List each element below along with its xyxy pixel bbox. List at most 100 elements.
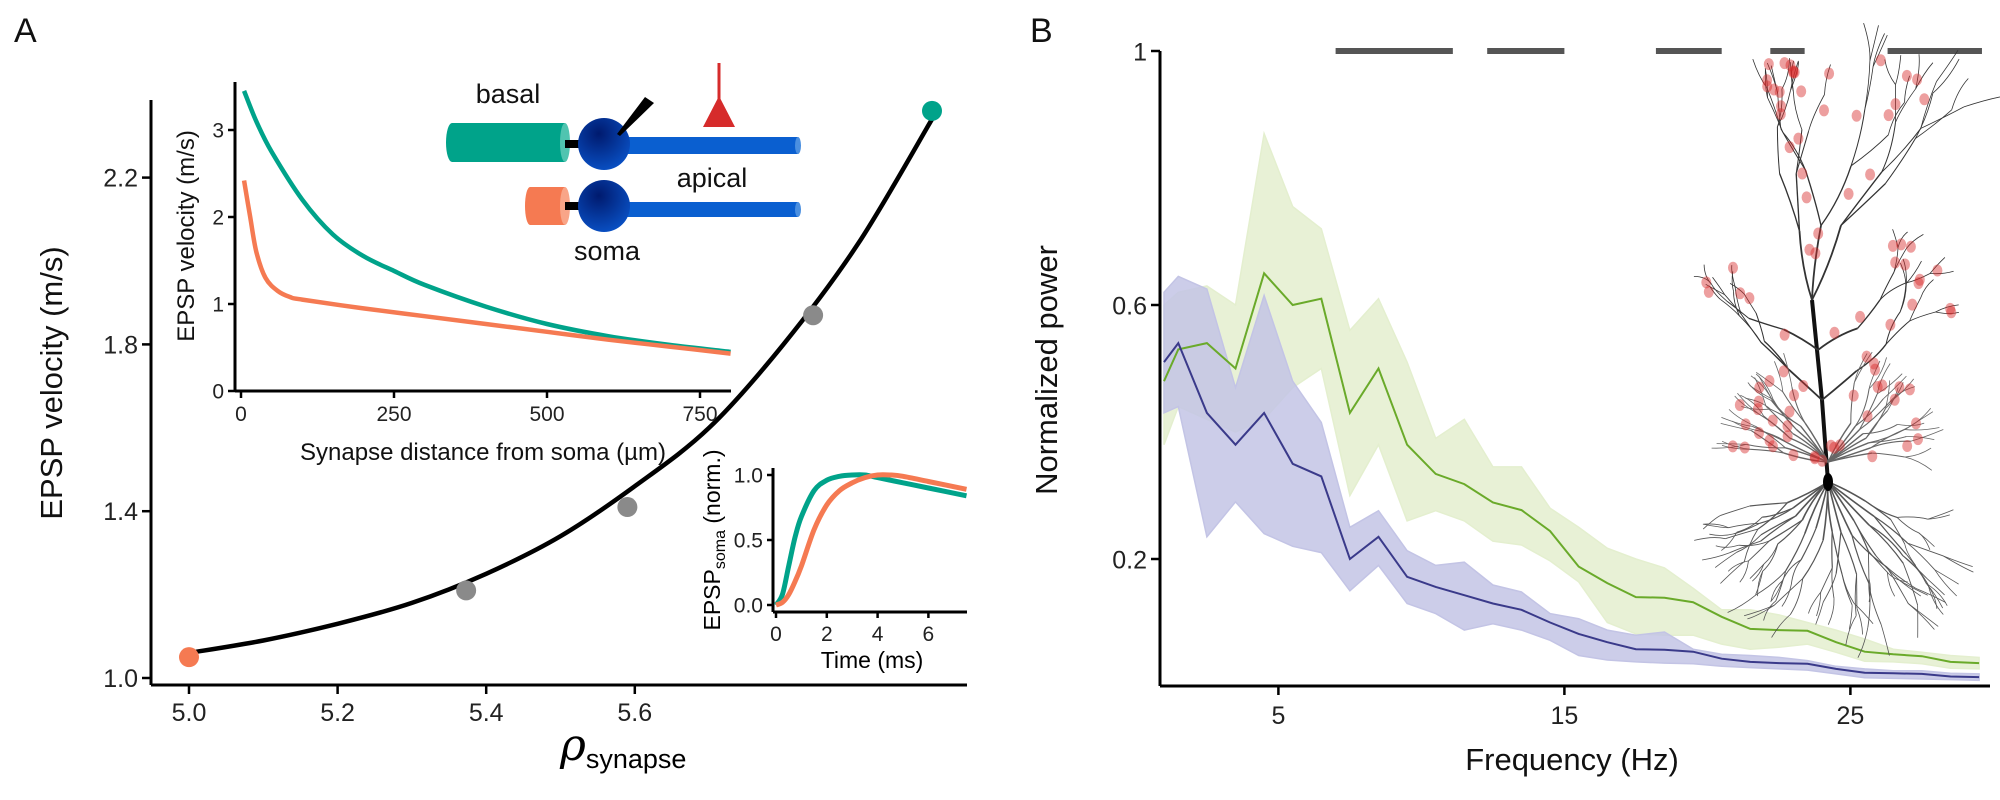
dendrite <box>1906 260 1922 284</box>
dendrite <box>1785 533 1806 572</box>
dendrite <box>1831 531 1843 575</box>
inset1-xlabel: Synapse distance from soma (µm) <box>300 439 666 466</box>
dendrite <box>1778 173 1801 232</box>
basal-cylinder-end <box>446 123 458 162</box>
dendrite <box>1850 134 1889 167</box>
dendrite <box>1897 231 1908 248</box>
dendrite <box>1745 397 1771 410</box>
synapse-dot <box>1887 239 1898 252</box>
dendrite <box>1795 131 1810 174</box>
x-tick-label: 0 <box>770 623 782 646</box>
dendrite <box>1928 584 1948 606</box>
dendrite <box>1708 285 1722 301</box>
synapse-dot <box>1775 108 1786 121</box>
apical-cylinder-top <box>604 137 798 154</box>
dendrite <box>1763 543 1779 565</box>
dendrite <box>1902 555 1927 583</box>
dendrite <box>1804 169 1822 226</box>
dendrite <box>1821 370 1857 401</box>
x-tick-label: 5.0 <box>172 699 207 727</box>
synapse-dot <box>1762 74 1773 87</box>
dendrite <box>1739 315 1762 343</box>
dendrite <box>1899 580 1928 596</box>
synapse-dot <box>1744 292 1755 305</box>
dendrite <box>1721 417 1753 427</box>
synapse-dot <box>1779 328 1790 341</box>
dendrite <box>1765 405 1794 435</box>
dendrite <box>1920 279 1934 299</box>
dendrite <box>1781 58 1790 90</box>
synapse-dot <box>1793 132 1804 145</box>
synapse-dot <box>1824 67 1835 80</box>
inset2-xlabel: Time (ms) <box>821 647 924 673</box>
synapse-dot <box>1801 191 1812 204</box>
dendrite <box>1835 531 1842 574</box>
synapse-dot <box>1877 379 1888 392</box>
synapse-dot <box>1774 85 1785 98</box>
dendrite <box>1709 533 1734 536</box>
synapse-dot <box>1865 168 1876 181</box>
dendrite <box>1712 276 1726 295</box>
dendrite <box>1783 328 1819 351</box>
dendrite <box>1857 627 1869 658</box>
dendrite <box>1868 524 1904 564</box>
dendrite <box>1904 447 1932 458</box>
dendrite <box>1782 132 1806 171</box>
y-tick-label: 1.8 <box>103 331 138 359</box>
dendrite <box>1711 444 1747 449</box>
basal-connector <box>565 140 583 148</box>
dendrite <box>1951 78 1969 110</box>
dendrite <box>1783 452 1829 463</box>
dendrite <box>1782 391 1806 424</box>
basal-cylinder <box>452 123 565 162</box>
dendrite <box>1886 566 1917 589</box>
y-tick-label: 2.2 <box>103 165 138 193</box>
dendrite <box>1904 75 1910 103</box>
dendrite <box>1729 283 1745 295</box>
dendrite <box>1850 109 1866 166</box>
inset2-ylabel-main: EPSP <box>699 569 725 630</box>
dendrite <box>1872 33 1885 67</box>
dendrite <box>1763 600 1777 621</box>
dendrite <box>1910 429 1944 442</box>
dendrite <box>1840 171 1883 226</box>
dendrite <box>1772 399 1797 431</box>
panel-label-b: B <box>1030 12 1053 50</box>
dendrite <box>1884 138 1916 184</box>
synapse-dot <box>1894 381 1905 394</box>
dendrite <box>1755 373 1774 400</box>
dendrite <box>1702 515 1721 530</box>
dendrite <box>1870 440 1911 449</box>
dendrite <box>1732 522 1760 535</box>
dendrite <box>1726 300 1750 319</box>
y-tick-label: 0.5 <box>734 530 763 553</box>
dendrite <box>1820 165 1852 226</box>
dendrite <box>1752 564 1765 582</box>
y-tick-label: 2 <box>212 207 224 230</box>
dendrite <box>1936 49 1959 82</box>
dendrite <box>1788 368 1823 401</box>
synapse-dot <box>1813 227 1824 240</box>
dendrite <box>1890 519 1906 545</box>
dendrite <box>1737 393 1759 415</box>
synapse-dot <box>1767 440 1778 453</box>
synapse-dot <box>1855 310 1866 323</box>
panel-b-plot: 5 15 25 0.2 0.6 1 <box>1112 39 1990 730</box>
synapse-dot <box>1946 306 1957 319</box>
dendrite <box>1848 605 1853 630</box>
synapse-dot <box>1784 141 1795 154</box>
dendrite <box>1867 551 1870 579</box>
synapse-dot <box>1740 418 1751 431</box>
dendrite <box>1887 386 1916 404</box>
inset2-ylabel-sub: soma <box>712 530 729 569</box>
y-tick-label: 0.0 <box>734 595 763 618</box>
synapse-dot <box>1907 298 1918 311</box>
dendrite <box>1893 248 1907 273</box>
x-tick-label: 250 <box>376 403 411 426</box>
dendrite <box>1743 528 1759 562</box>
soma-cylinder <box>530 187 565 225</box>
synapse-dot <box>1776 100 1786 113</box>
synapse-dot <box>1869 357 1879 370</box>
dendrite <box>1781 584 1792 607</box>
